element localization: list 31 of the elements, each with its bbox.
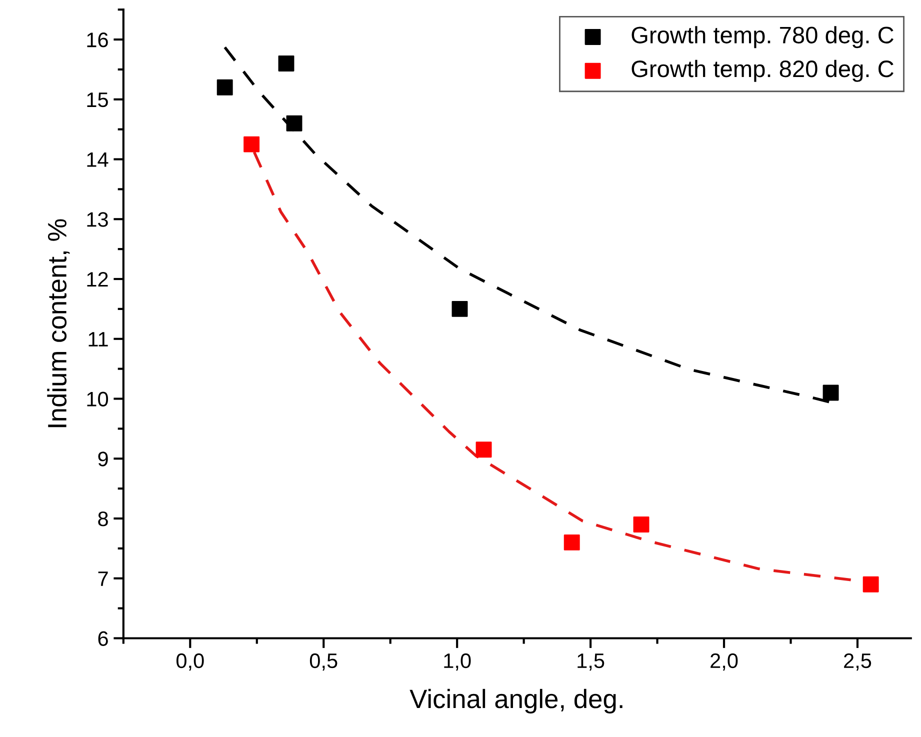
point — [286, 115, 302, 132]
legend-label: Growth temp. 820 deg. C — [632, 60, 894, 82]
y-axis-title: Indium content, % — [47, 219, 70, 428]
y-tick-label: 15 — [87, 92, 108, 108]
y-tick-label: 11 — [88, 332, 108, 346]
x-axis-title: Vicinal angle, deg. — [410, 688, 622, 714]
point — [862, 576, 879, 592]
point — [633, 516, 650, 532]
point — [476, 442, 492, 458]
point — [564, 534, 580, 550]
point — [452, 300, 468, 317]
y-tick-label: 8 — [98, 512, 108, 526]
point — [278, 55, 294, 72]
x-tick-label: 2,0 — [710, 653, 738, 671]
x-tick-label: 2,5 — [844, 653, 872, 671]
point — [216, 79, 233, 96]
y-tick-label: 12 — [87, 272, 108, 287]
y-tick-label: 7 — [98, 572, 108, 586]
y-tick-label: 14 — [87, 152, 108, 167]
y-tick-label: 16 — [87, 32, 108, 48]
y-tick-label: 13 — [87, 212, 108, 227]
x-tick-label: 0,5 — [310, 653, 338, 671]
y-tick-label: 9 — [98, 452, 108, 466]
x-tick-label: 1,0 — [444, 653, 471, 671]
point — [244, 136, 260, 152]
legend-label: Growth temp. 780 deg. C — [632, 26, 894, 48]
x-tick-label: 0,0 — [176, 653, 204, 671]
y-tick-label: 6 — [98, 631, 108, 646]
point — [822, 384, 839, 401]
x-tick-label: 1,5 — [578, 654, 604, 671]
y-tick-label: 10 — [87, 392, 108, 407]
